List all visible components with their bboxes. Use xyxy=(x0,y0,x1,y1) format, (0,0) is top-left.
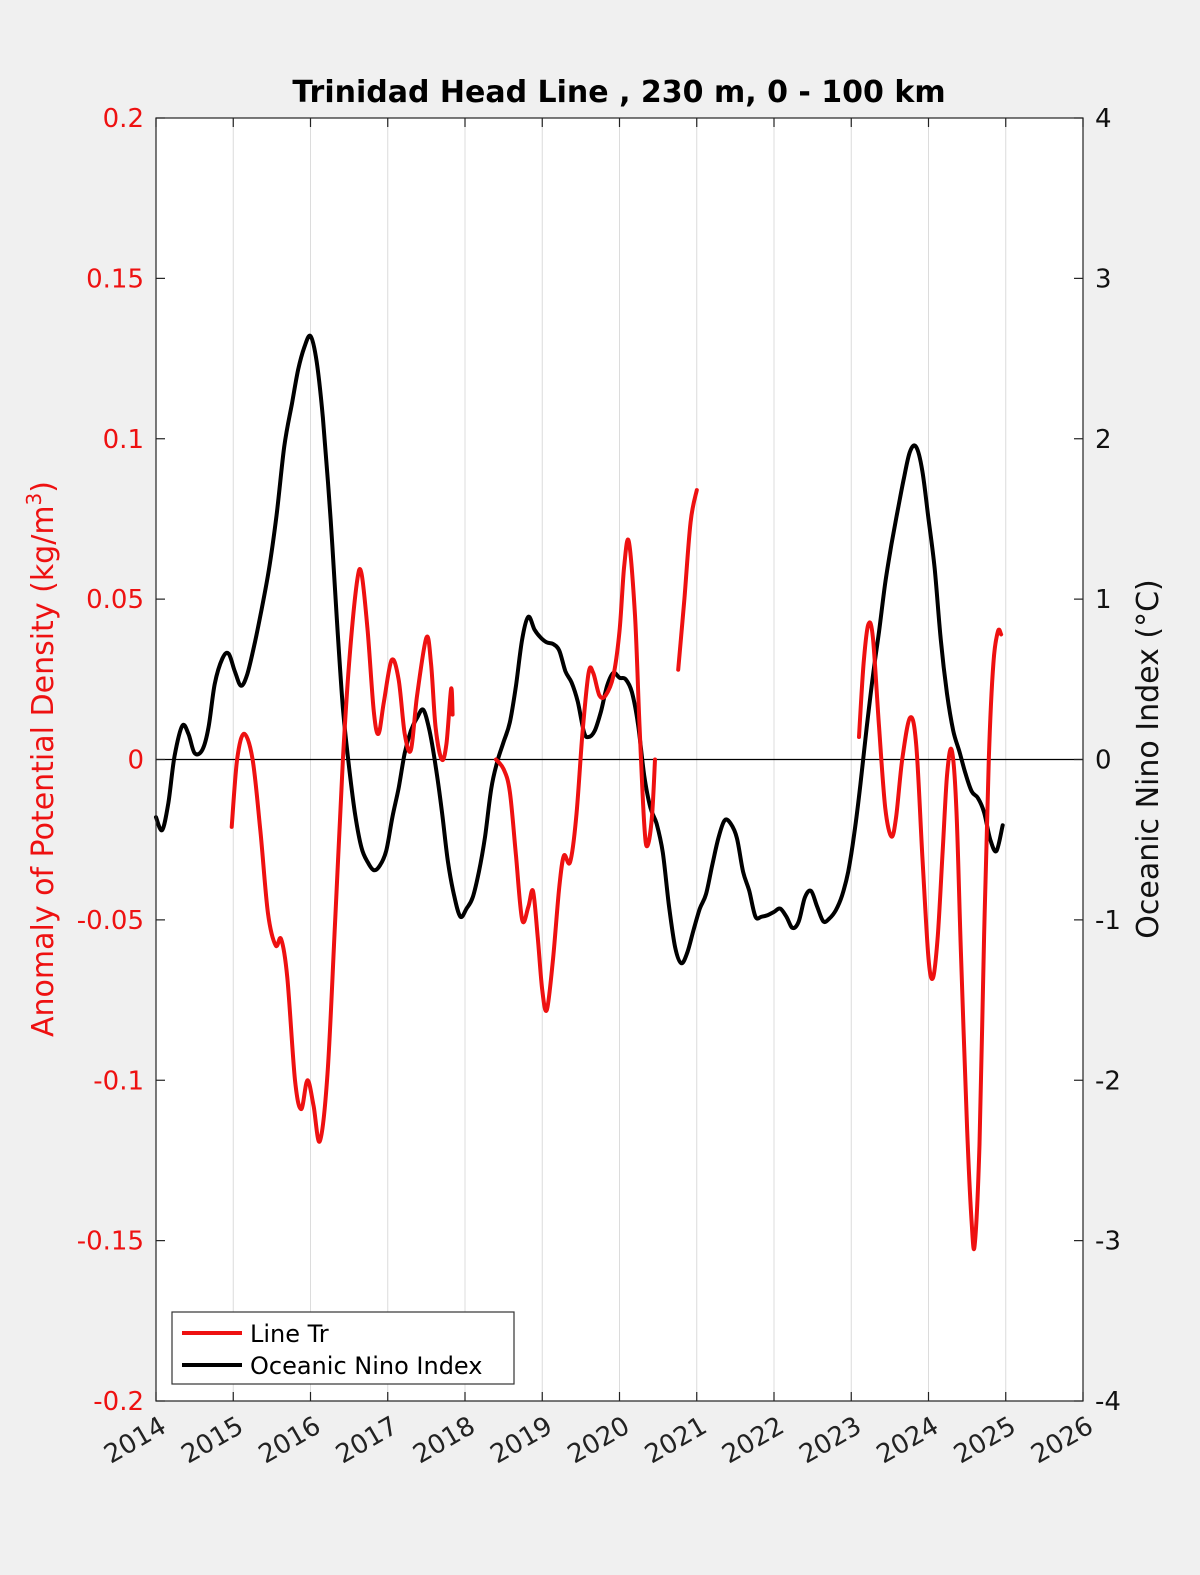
y-left-tick-label: -0.1 xyxy=(93,1066,144,1096)
y-axis-left-label-end: ) xyxy=(26,481,61,493)
y-right-tick-label: 3 xyxy=(1095,264,1112,294)
legend-label-line-tr: Line Tr xyxy=(250,1320,329,1348)
series-line-tr-segment-4 xyxy=(857,620,1004,1252)
y-left-tick-label: -0.05 xyxy=(77,906,144,936)
legend-box xyxy=(171,1311,515,1385)
y-left-tick-label: 0 xyxy=(127,746,144,776)
y-right-tick-label: 4 xyxy=(1095,104,1112,134)
y-axis-left-label: Anomaly of Potential Density (kg/m3) xyxy=(22,481,61,1037)
y-axis-right-label: Oceanic Nino Index (°C) xyxy=(1131,579,1166,939)
series-layer xyxy=(154,333,1005,1252)
y-left-tick-label: -0.15 xyxy=(77,1227,144,1257)
y-right-tick-label: 0 xyxy=(1095,746,1112,776)
y-left-tick-label: 0.15 xyxy=(86,264,144,294)
legend-label-oni: Oceanic Nino Index xyxy=(250,1352,482,1380)
y-left-tick-label: 0.2 xyxy=(103,104,144,134)
y-right-tick-label: -1 xyxy=(1095,906,1121,936)
y-right-tick-label: 2 xyxy=(1095,425,1112,455)
y-left-tick-label: 0.05 xyxy=(86,585,144,615)
series-line-tr-segment-2 xyxy=(493,537,657,1013)
y-right-tick-label: -2 xyxy=(1095,1066,1121,1096)
legend: Line Tr Oceanic Nino Index xyxy=(171,1311,515,1385)
y-right-tick-label: -3 xyxy=(1095,1227,1121,1257)
chart-title: Trinidad Head Line , 230 m, 0 - 100 km xyxy=(292,75,945,110)
series-line-tr-segment-1 xyxy=(229,567,455,1144)
y-axis-left-label-sup: 3 xyxy=(22,493,46,506)
y-left-tick-label: -0.2 xyxy=(93,1387,144,1417)
ticks: 2014 2015 2016 2017 2018 2019 2020 2021 2022 2023… xyxy=(77,104,1121,1470)
y-left-tick-label: 0.1 xyxy=(103,425,144,455)
y-right-tick-label: 1 xyxy=(1095,585,1112,615)
y-right-tick-label: -4 xyxy=(1095,1387,1121,1417)
series-line-tr-segment-3 xyxy=(676,488,699,672)
y-axis-left-label-main: Anomaly of Potential Density (kg/m xyxy=(26,505,61,1037)
